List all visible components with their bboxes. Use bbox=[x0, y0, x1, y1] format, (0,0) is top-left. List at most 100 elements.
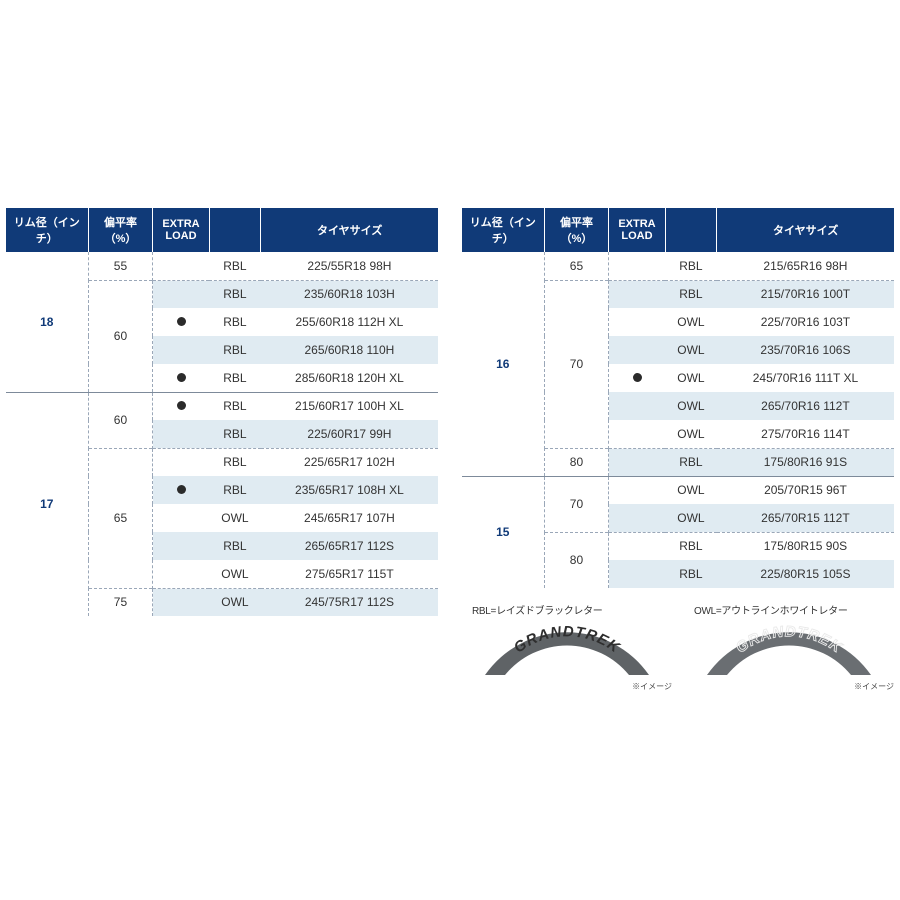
table-row: 1760RBL215/60R17 100H XL bbox=[6, 392, 438, 420]
size-cell: 225/60R17 99H bbox=[261, 420, 438, 448]
size-cell: 255/60R18 112H XL bbox=[261, 308, 438, 336]
col-xl: EXTRA LOAD bbox=[609, 208, 665, 252]
extra-load-cell bbox=[609, 448, 665, 476]
ratio-cell: 65 bbox=[88, 448, 153, 588]
size-cell: 235/65R17 108H XL bbox=[261, 476, 438, 504]
type-cell: RBL bbox=[665, 532, 717, 560]
ratio-cell: 80 bbox=[544, 448, 609, 476]
col-size: タイヤサイズ bbox=[717, 208, 894, 252]
col-type bbox=[209, 208, 261, 252]
dot-icon bbox=[177, 485, 186, 494]
dot-icon bbox=[177, 373, 186, 382]
type-cell: OWL bbox=[209, 560, 261, 588]
size-cell: 205/70R15 96T bbox=[717, 476, 894, 504]
table-row: 1570OWL205/70R15 96T bbox=[462, 476, 894, 504]
ratio-cell: 70 bbox=[544, 476, 609, 532]
legend-owl: OWL=アウトラインホワイトレター GRANDTREK ※イメージ bbox=[684, 602, 894, 692]
dot-icon bbox=[633, 373, 642, 382]
extra-load-cell bbox=[153, 448, 209, 476]
size-cell: 225/80R15 105S bbox=[717, 560, 894, 588]
extra-load-cell bbox=[153, 504, 209, 532]
type-cell: RBL bbox=[209, 280, 261, 308]
size-cell: 245/65R17 107H bbox=[261, 504, 438, 532]
type-cell: RBL bbox=[209, 308, 261, 336]
table-header: リム径（インチ） 偏平率（%） EXTRA LOAD タイヤサイズ bbox=[462, 208, 894, 252]
table-header: リム径（インチ） 偏平率（%） EXTRA LOAD タイヤサイズ bbox=[6, 208, 438, 252]
ratio-cell: 55 bbox=[88, 252, 153, 280]
size-cell: 265/70R16 112T bbox=[717, 392, 894, 420]
size-cell: 235/70R16 106S bbox=[717, 336, 894, 364]
extra-load-cell bbox=[609, 280, 665, 308]
size-cell: 215/70R16 100T bbox=[717, 280, 894, 308]
size-cell: 225/55R18 98H bbox=[261, 252, 438, 280]
type-cell: OWL bbox=[665, 504, 717, 532]
type-cell: OWL bbox=[665, 364, 717, 392]
type-cell: OWL bbox=[665, 420, 717, 448]
col-ratio: 偏平率（%） bbox=[544, 208, 609, 252]
legend-owl-note: ※イメージ bbox=[684, 681, 894, 692]
extra-load-cell bbox=[153, 476, 209, 504]
type-cell: OWL bbox=[665, 392, 717, 420]
type-cell: RBL bbox=[209, 392, 261, 420]
extra-load-cell bbox=[153, 560, 209, 588]
ratio-cell: 60 bbox=[88, 392, 153, 448]
type-cell: RBL bbox=[209, 532, 261, 560]
ratio-cell: 70 bbox=[544, 280, 609, 448]
type-cell: RBL bbox=[209, 364, 261, 392]
table-row: 1665RBL215/65R16 98H bbox=[462, 252, 894, 280]
legend-owl-image: GRANDTREK bbox=[699, 621, 879, 679]
size-cell: 235/60R18 103H bbox=[261, 280, 438, 308]
extra-load-cell bbox=[609, 308, 665, 336]
size-cell: 275/65R17 115T bbox=[261, 560, 438, 588]
type-cell: RBL bbox=[665, 280, 717, 308]
col-rim: リム径（インチ） bbox=[6, 208, 88, 252]
type-cell: RBL bbox=[209, 476, 261, 504]
type-cell: RBL bbox=[209, 336, 261, 364]
tire-table-left: リム径（インチ） 偏平率（%） EXTRA LOAD タイヤサイズ 1855RB… bbox=[6, 208, 438, 616]
extra-load-cell bbox=[609, 504, 665, 532]
extra-load-cell bbox=[609, 392, 665, 420]
extra-load-cell bbox=[153, 336, 209, 364]
dot-icon bbox=[177, 317, 186, 326]
extra-load-cell bbox=[153, 252, 209, 280]
size-cell: 285/60R18 120H XL bbox=[261, 364, 438, 392]
col-ratio: 偏平率（%） bbox=[88, 208, 153, 252]
type-cell: RBL bbox=[665, 252, 717, 280]
rim-cell: 17 bbox=[6, 392, 88, 616]
size-cell: 265/65R17 112S bbox=[261, 532, 438, 560]
extra-load-cell bbox=[153, 308, 209, 336]
type-cell: RBL bbox=[665, 560, 717, 588]
size-cell: 265/70R15 112T bbox=[717, 504, 894, 532]
table-row: 1855RBL225/55R18 98H bbox=[6, 252, 438, 280]
ratio-cell: 65 bbox=[544, 252, 609, 280]
col-type bbox=[665, 208, 717, 252]
legend: RBL=レイズドブラックレター GRANDTREK ※イメージ OWL=アウトラ… bbox=[462, 602, 894, 692]
legend-rbl: RBL=レイズドブラックレター GRANDTREK ※イメージ bbox=[462, 602, 672, 692]
extra-load-cell bbox=[609, 420, 665, 448]
extra-load-cell bbox=[153, 532, 209, 560]
extra-load-cell bbox=[609, 532, 665, 560]
type-cell: RBL bbox=[209, 448, 261, 476]
legend-rbl-note: ※イメージ bbox=[462, 681, 672, 692]
extra-load-cell bbox=[153, 588, 209, 616]
tire-table-right: リム径（インチ） 偏平率（%） EXTRA LOAD タイヤサイズ 1665RB… bbox=[462, 208, 894, 588]
size-cell: 245/75R17 112S bbox=[261, 588, 438, 616]
extra-load-cell bbox=[153, 364, 209, 392]
extra-load-cell bbox=[153, 280, 209, 308]
type-cell: OWL bbox=[665, 476, 717, 504]
extra-load-cell bbox=[153, 392, 209, 420]
ratio-cell: 60 bbox=[88, 280, 153, 392]
extra-load-cell bbox=[609, 476, 665, 504]
size-cell: 175/80R16 91S bbox=[717, 448, 894, 476]
size-cell: 275/70R16 114T bbox=[717, 420, 894, 448]
ratio-cell: 75 bbox=[88, 588, 153, 616]
size-cell: 225/65R17 102H bbox=[261, 448, 438, 476]
type-cell: OWL bbox=[209, 504, 261, 532]
legend-owl-label: OWL=アウトラインホワイトレター bbox=[684, 602, 894, 617]
size-cell: 265/60R18 110H bbox=[261, 336, 438, 364]
type-cell: RBL bbox=[209, 420, 261, 448]
size-cell: 225/70R16 103T bbox=[717, 308, 894, 336]
ratio-cell: 80 bbox=[544, 532, 609, 588]
size-cell: 245/70R16 111T XL bbox=[717, 364, 894, 392]
col-xl: EXTRA LOAD bbox=[153, 208, 209, 252]
